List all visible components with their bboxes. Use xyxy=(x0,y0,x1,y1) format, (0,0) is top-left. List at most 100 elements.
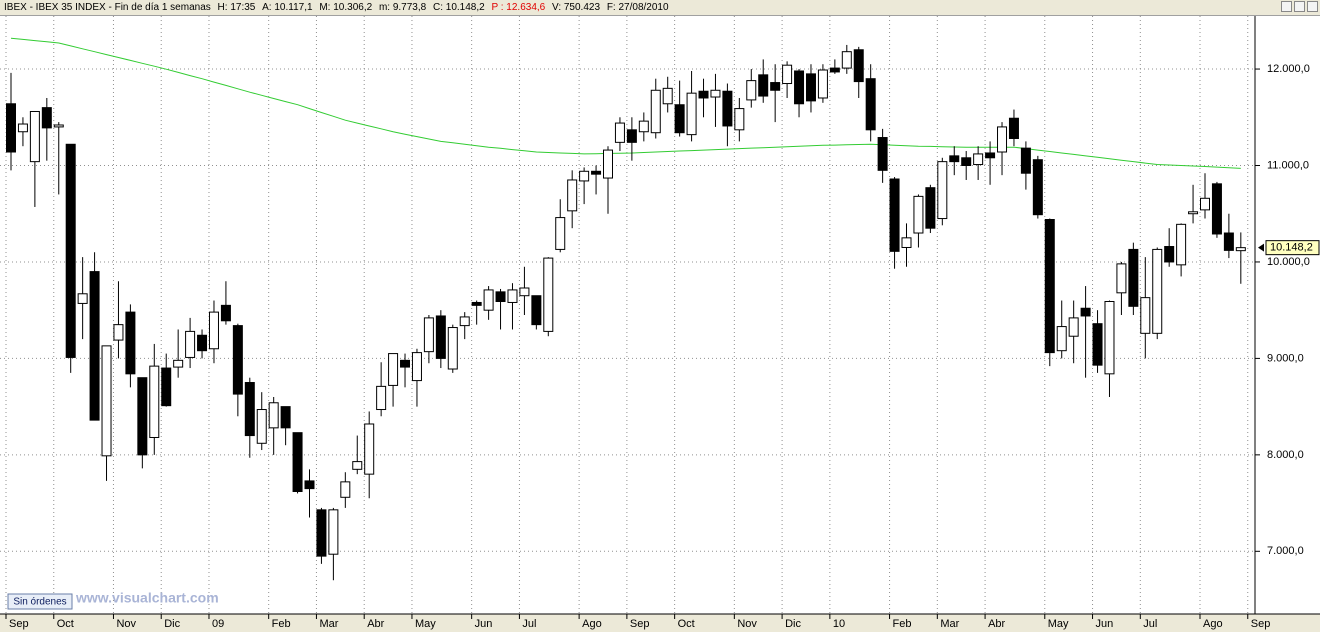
x-tick-label: Feb xyxy=(272,618,291,630)
candle-body xyxy=(1176,223,1187,266)
moving-average-line xyxy=(10,37,1241,169)
candle-body xyxy=(1188,211,1199,215)
x-tick-label: Abr xyxy=(367,618,384,630)
candle-body xyxy=(1235,247,1246,252)
candle-body xyxy=(411,352,422,382)
orders-button-label[interactable]: Sin órdenes xyxy=(13,597,66,608)
marks xyxy=(6,37,1246,581)
y-tick-label: 8.000,0 xyxy=(1267,449,1304,461)
candle-body xyxy=(901,237,912,248)
candle-body xyxy=(949,155,960,163)
candle-body xyxy=(638,120,649,133)
candle-body xyxy=(865,78,876,131)
candle-body xyxy=(650,89,661,134)
candle-body xyxy=(1200,197,1210,211)
info-field: P : 12.634,6 xyxy=(491,2,546,13)
x-tick-label: Sep xyxy=(9,618,29,630)
info-bar: IBEX - IBEX 35 INDEX - Fin de día 1 sema… xyxy=(0,0,1320,16)
y-tick-label: 9.000,0 xyxy=(1267,352,1304,364)
candle-body xyxy=(352,461,363,470)
candle-body xyxy=(1068,317,1079,337)
candle-body xyxy=(1211,183,1222,235)
candle-body xyxy=(626,129,637,143)
watermark: www.visualchart.com xyxy=(75,590,219,606)
candle-body xyxy=(746,80,757,101)
candle-body xyxy=(1020,147,1031,174)
candle-body xyxy=(232,325,243,395)
x-tick-label: Oct xyxy=(678,618,695,630)
candle-body xyxy=(985,152,996,159)
x-tick-label: May xyxy=(415,618,436,630)
candle-body xyxy=(519,287,530,297)
candle-body xyxy=(877,137,888,171)
info-field: A: 10.117,1 xyxy=(262,2,313,13)
x-tick-label: Mar xyxy=(940,618,959,630)
candle-body xyxy=(614,122,625,143)
candle-body xyxy=(125,311,136,375)
candle-body xyxy=(388,353,399,386)
candle-body xyxy=(698,90,709,99)
x-tick-label: Sep xyxy=(630,618,650,630)
y-tick-label: 10.000,0 xyxy=(1267,256,1310,268)
candle-body xyxy=(1080,307,1091,317)
candle-body xyxy=(758,74,769,97)
candle-body xyxy=(185,330,196,358)
candle-body xyxy=(543,257,554,332)
y-tick-label: 7.000,0 xyxy=(1267,545,1304,557)
candle-body xyxy=(805,73,816,102)
info-field: F: 27/08/2010 xyxy=(606,2,669,13)
candle-body xyxy=(913,195,924,234)
candle-body xyxy=(1008,117,1019,139)
orders-button[interactable] xyxy=(7,593,73,610)
x-tick-label: Ago xyxy=(1203,618,1223,630)
minimize-button[interactable] xyxy=(1281,1,1292,12)
info-field: M: 10.306,2 xyxy=(319,2,373,13)
close-button[interactable] xyxy=(1307,1,1318,12)
candle-body xyxy=(328,509,339,555)
candle-body xyxy=(173,359,184,368)
candle-body xyxy=(423,317,434,353)
x-tick-label: Jun xyxy=(475,618,493,630)
candle-body xyxy=(256,409,267,444)
candle-body xyxy=(674,104,685,134)
candle-body xyxy=(961,157,972,167)
candle-body xyxy=(1044,219,1055,354)
candle-body xyxy=(1116,263,1127,294)
candle-body xyxy=(997,126,1008,153)
candle-body xyxy=(77,293,88,304)
candle-body xyxy=(161,367,172,407)
candle-body xyxy=(1104,300,1115,375)
candle-body xyxy=(53,124,64,128)
candle-body xyxy=(603,149,613,179)
last-price-pointer xyxy=(1258,243,1264,252)
candle-body xyxy=(591,170,602,175)
candle-body xyxy=(662,87,673,105)
candle-body xyxy=(376,385,387,411)
x-tick-label: Jul xyxy=(1143,618,1157,630)
x-tick-label: Abr xyxy=(988,618,1005,630)
candle-body xyxy=(113,324,124,341)
candle-body xyxy=(137,377,148,456)
candle-body xyxy=(280,406,291,429)
candle-body xyxy=(579,170,590,182)
candle-body xyxy=(316,509,327,557)
window-buttons xyxy=(1279,1,1318,17)
candle-body xyxy=(471,301,482,306)
x-tick-label: 10 xyxy=(833,618,845,630)
candle-body xyxy=(220,304,231,322)
candle-body xyxy=(292,432,303,493)
candle-body xyxy=(1092,323,1103,366)
candle-body xyxy=(340,481,351,498)
maximize-button[interactable] xyxy=(1294,1,1305,12)
candle-body xyxy=(531,295,542,326)
x-tick-label: Jun xyxy=(1096,618,1114,630)
info-field: m: 9.773,8 xyxy=(378,2,427,13)
x-axis-bar xyxy=(0,614,1320,632)
candle-body xyxy=(841,51,852,69)
x-tick-label: 09 xyxy=(212,618,224,630)
candle-body xyxy=(710,89,721,98)
x-tick-label: Mar xyxy=(319,618,338,630)
candle-body xyxy=(925,187,936,229)
x-tick-label: May xyxy=(1048,618,1069,630)
info-field: C: 10.148,2 xyxy=(432,2,485,13)
